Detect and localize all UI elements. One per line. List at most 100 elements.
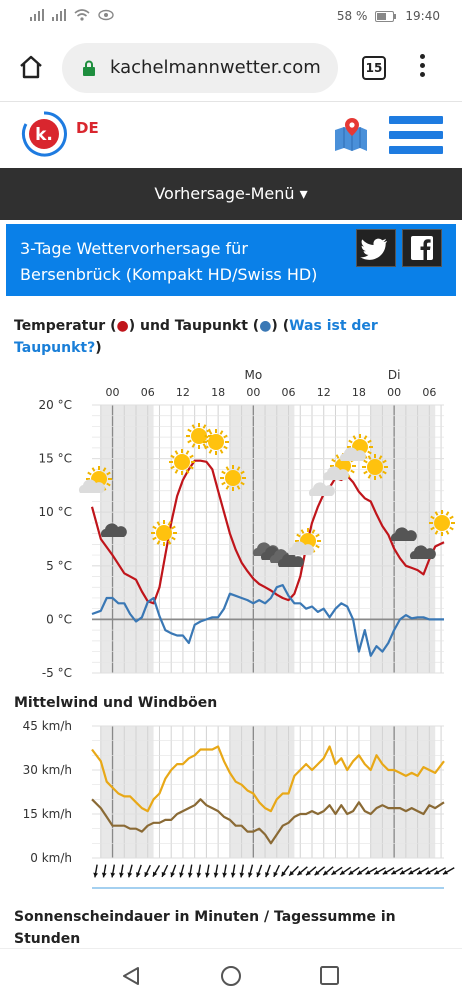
clock: 19:40 — [405, 9, 440, 23]
heading-text-a: Temperatur ( — [14, 318, 117, 334]
cloud-icon — [322, 466, 349, 480]
wind-arrow-head — [179, 872, 184, 878]
cloud-icon — [277, 553, 304, 567]
wind-arrow-head — [136, 872, 141, 878]
wind-arrow-head — [331, 870, 337, 875]
map-pin-icon[interactable] — [332, 116, 370, 154]
home-nav-icon[interactable] — [220, 965, 242, 987]
wind-arrow-head — [289, 870, 295, 876]
hour-tick-label: 06 — [141, 386, 155, 399]
hour-tick-label: 12 — [176, 386, 190, 399]
recents-icon[interactable] — [319, 965, 341, 987]
cloud-icon — [287, 541, 314, 555]
temp-legend-dot: ● — [116, 318, 129, 334]
wind-arrow-head — [281, 871, 286, 877]
wind-arrow-head — [434, 869, 440, 875]
signal-icon — [30, 9, 44, 21]
dewpoint-help-link[interactable]: Was ist der Taupunkt? — [14, 318, 378, 356]
wind-arrow-head — [382, 869, 388, 875]
night-band — [229, 726, 295, 858]
wind-arrow-head — [314, 870, 320, 876]
wind-arrow-head — [152, 871, 158, 877]
y-tick-label: 15 km/h — [23, 807, 72, 821]
temperature-chart: 20 °C 15 °C 10 °C 5 °C 0 °C -5 °C Mo Di 00 06 12 18… — [0, 365, 462, 691]
language-selector[interactable]: DE — [76, 119, 99, 137]
dew-legend-dot: ● — [259, 318, 272, 334]
wind-chart: 45 km/h 30 km/h 15 km/h 0 km/h — [0, 716, 462, 900]
eye-icon — [98, 9, 114, 21]
hamburger-menu-icon[interactable] — [389, 116, 443, 154]
wind-arrow-head — [230, 872, 236, 878]
wind-arrow-head — [170, 872, 175, 878]
facebook-share-button[interactable] — [402, 229, 442, 267]
y-tick-label: 45 km/h — [23, 719, 72, 733]
wind-arrow-head — [119, 872, 124, 878]
kachelmann-logo[interactable]: k. — [20, 110, 68, 158]
url-text: kachelmannwetter.com — [110, 57, 321, 78]
sun-icon — [362, 454, 388, 480]
overflow-menu-icon[interactable] — [418, 54, 426, 82]
wind-arrow-head — [144, 871, 149, 877]
hour-tick-label: 18 — [211, 386, 225, 399]
wind-arrow-head — [306, 870, 311, 876]
svg-text:k.: k. — [35, 125, 53, 145]
y-tick-label: 0 °C — [46, 612, 72, 626]
wind-arrow-head — [442, 869, 448, 875]
night-band — [100, 726, 154, 858]
heading-text-c: ) ( — [271, 318, 290, 334]
wind-arrow-head — [110, 872, 116, 878]
wind-arrow-head — [340, 870, 346, 875]
wind-arrow-head — [247, 872, 253, 878]
wind-arrow-head — [239, 872, 245, 878]
temperature-heading: Temperatur (●) und Taupunkt (●) (Was ist… — [14, 315, 454, 359]
y-tick-label: -5 °C — [42, 666, 72, 680]
wind-arrow-head — [256, 872, 261, 878]
wind-arrow-head — [391, 869, 397, 875]
wind-arrow-head — [127, 872, 133, 878]
home-icon[interactable] — [18, 54, 44, 80]
sun-icon — [169, 449, 195, 475]
wind-arrow-head — [205, 872, 210, 878]
back-icon[interactable] — [120, 965, 142, 987]
page-title: 3-Tage Wettervorhersage für Bersenbrück … — [20, 239, 318, 284]
cloud-icon — [390, 527, 417, 541]
night-band — [100, 405, 154, 673]
wind-arrow-head — [213, 872, 219, 878]
wifi-icon — [74, 9, 90, 21]
sun-icon — [203, 429, 229, 455]
hour-tick-label: 18 — [352, 386, 366, 399]
android-nav-bar — [0, 948, 462, 1000]
wind-arrow-head — [357, 870, 363, 875]
y-tick-label: 5 °C — [46, 559, 72, 573]
sun-icon — [151, 520, 177, 546]
wind-arrow-head — [273, 871, 278, 877]
forecast-title-box: 3-Tage Wettervorhersage für Bersenbrück … — [6, 224, 456, 296]
wind-arrow-head — [399, 869, 405, 875]
series-line-0 — [90, 459, 445, 605]
series-line-1 — [91, 798, 445, 845]
wind-arrow-head — [374, 869, 380, 875]
y-tick-label: 20 °C — [39, 398, 72, 412]
forecast-menu-dropdown[interactable]: Vorhersage-Menü ▾ — [0, 168, 462, 220]
wind-arrow-head — [425, 869, 431, 875]
battery-icon — [375, 10, 397, 22]
sun-icon — [429, 510, 455, 536]
heading-text-b: ) und Taupunkt ( — [128, 318, 260, 334]
cloud-icon — [308, 482, 335, 496]
heading-text-d: ) — [95, 340, 102, 356]
tab-switcher-button[interactable]: 15 — [362, 56, 386, 80]
hour-tick-label: 06 — [282, 386, 296, 399]
series-line-0 — [91, 745, 445, 813]
hour-tick-label: 00 — [246, 386, 260, 399]
wind-chart-svg: 45 km/h 30 km/h 15 km/h 0 km/h — [23, 719, 455, 889]
wind-arrow-head — [408, 869, 414, 875]
browser-toolbar: kachelmannwetter.com 15 — [0, 34, 462, 102]
twitter-icon — [360, 238, 387, 260]
battery-percent: 58 % — [336, 9, 368, 23]
twitter-share-button[interactable] — [356, 229, 396, 267]
temperature-chart-svg: 20 °C 15 °C 10 °C 5 °C 0 °C -5 °C Mo Di 00 06 12 18… — [39, 368, 455, 680]
address-bar[interactable]: kachelmannwetter.com — [62, 43, 338, 93]
y-tick-label: 15 °C — [39, 452, 72, 466]
series-line-1 — [91, 584, 444, 657]
wind-arrow-head — [222, 872, 227, 878]
